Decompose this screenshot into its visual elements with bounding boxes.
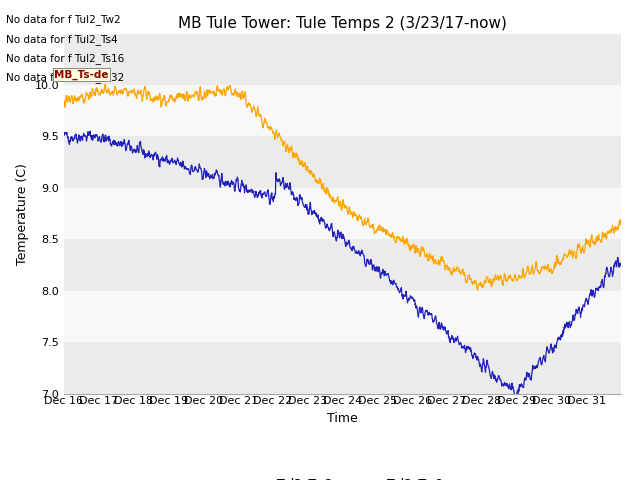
Bar (64, 240, 621, 291)
X-axis label: Time: Time (327, 412, 358, 425)
Text: No data for f Tul2_Ts4: No data for f Tul2_Ts4 (6, 34, 118, 45)
Bar (64, 34, 621, 85)
Text: No data for f Tul2_Ts16: No data for f Tul2_Ts16 (6, 53, 125, 64)
Text: No data for f Tul2_Tw2: No data for f Tul2_Tw2 (6, 14, 121, 25)
Title: MB Tule Tower: Tule Temps 2 (3/23/17-now): MB Tule Tower: Tule Temps 2 (3/23/17-now… (178, 16, 507, 31)
Text: No data for f Tul2_Ts32: No data for f Tul2_Ts32 (6, 72, 125, 83)
Bar (64, 342, 621, 394)
Legend: Tul2_Ts-2, Tul2_Ts-8: Tul2_Ts-2, Tul2_Ts-8 (237, 472, 448, 480)
Bar (64, 291, 621, 342)
Bar (64, 85, 621, 136)
Y-axis label: Temperature (C): Temperature (C) (16, 163, 29, 264)
Bar (64, 136, 621, 188)
Text: MB_Ts-de: MB_Ts-de (54, 70, 109, 80)
Bar (64, 188, 621, 240)
